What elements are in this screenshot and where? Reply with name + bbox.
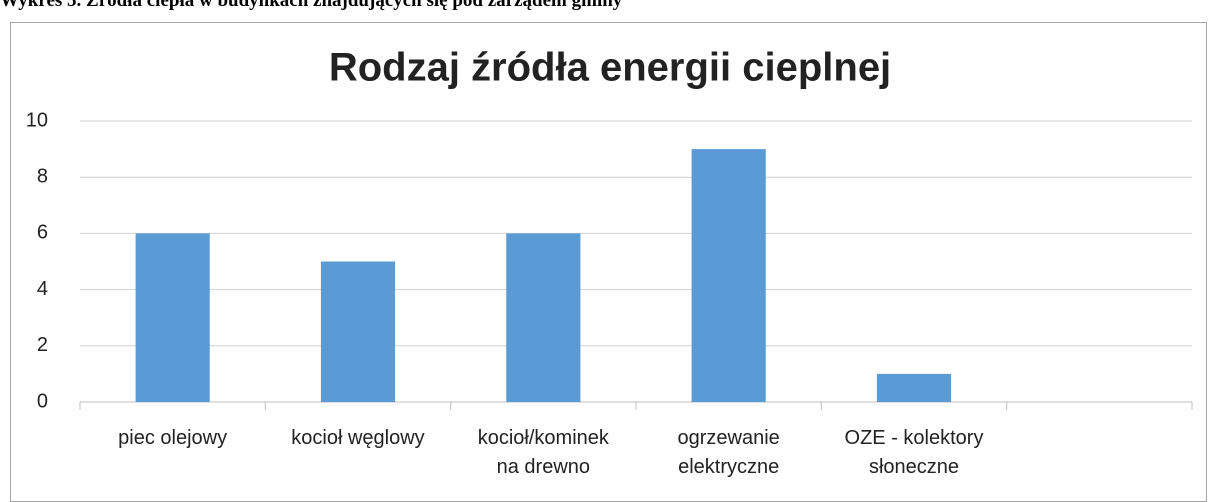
bar (876, 373, 952, 402)
chart-title: Rodzaj źródła energii cieplnej (329, 46, 891, 90)
y-tick-label: 2 (37, 334, 48, 356)
chart: Rodzaj źródła energii cieplnej 0 2 4 6 8 10 (26, 46, 1193, 412)
y-tick-label: 4 (37, 278, 48, 300)
x-tick-label: kocioł/kominek na drewno (477, 427, 609, 478)
x-tick-label: OZE - kolektory słoneczne (844, 427, 984, 478)
bar (135, 233, 210, 402)
x-tick-label: kocioł węglowy (291, 427, 425, 449)
bar (320, 261, 396, 402)
bar (691, 149, 766, 402)
x-tick-label: piec olejowy (118, 427, 228, 449)
x-tick-label: ogrzewanie elektryczne (677, 427, 780, 478)
caption: Wykres 5. Źródła ciepła w budynkach znaj… (0, 0, 623, 11)
y-tick-label: 0 (37, 390, 48, 412)
y-tick-label: 10 (26, 109, 48, 131)
bar (506, 233, 581, 402)
y-tick-label: 8 (37, 165, 48, 187)
y-tick-label: 6 (37, 222, 48, 244)
